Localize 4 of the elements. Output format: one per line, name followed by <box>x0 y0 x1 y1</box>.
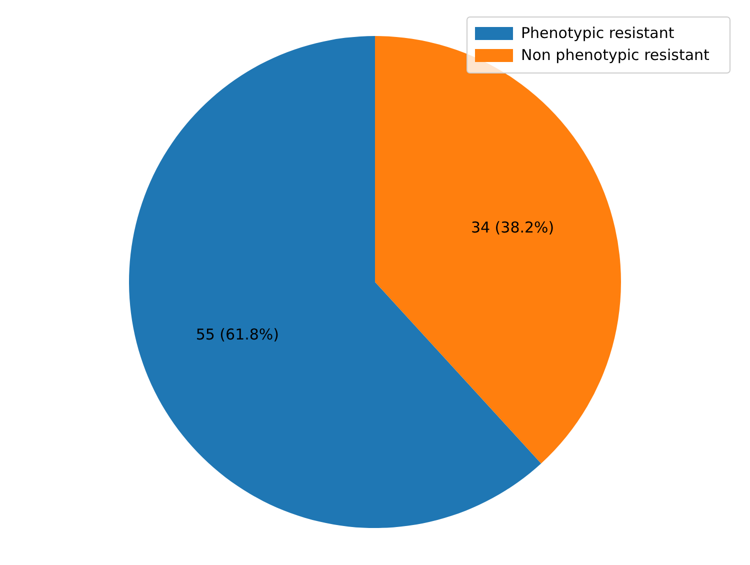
legend-label: Non phenotypic resistant <box>521 46 710 64</box>
legend-label: Phenotypic resistant <box>521 24 674 42</box>
data-label: 34 (38.2%) <box>470 218 554 237</box>
data-label: 55 (61.8%) <box>196 326 280 344</box>
